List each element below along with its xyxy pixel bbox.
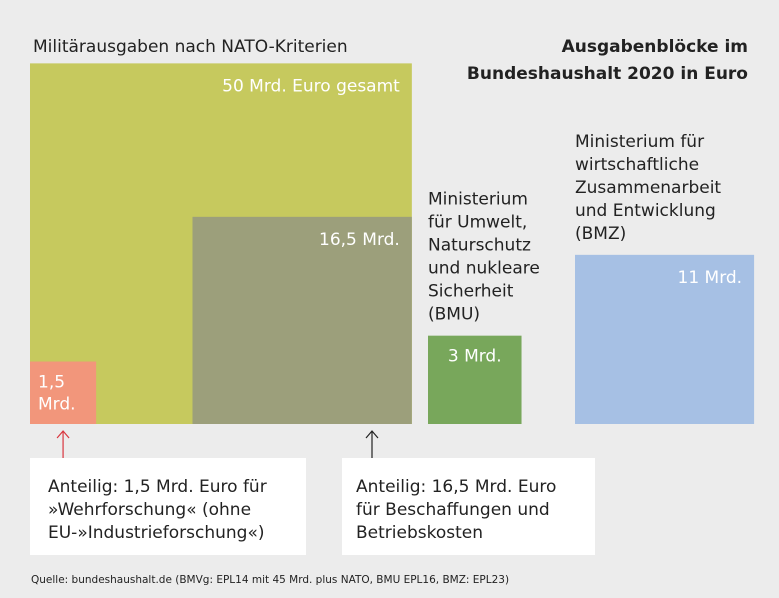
value-label: 3 Mrd. (448, 347, 502, 367)
block (30, 361, 97, 424)
ministry-label: Ministerium (428, 190, 528, 210)
subtitle: Militärausgaben nach NATO-Kriterien (33, 37, 348, 57)
block (428, 335, 522, 424)
value-label: Mrd. (38, 395, 76, 415)
source: Quelle: bundeshaushalt.de (BMVg: EPL14 m… (31, 574, 509, 586)
annotation: für Beschaffungen und (356, 500, 550, 520)
annotation: EU-»Industrieforschung«) (48, 523, 265, 543)
annotation-box (342, 458, 595, 555)
ministry-label: (BMU) (428, 305, 480, 325)
arrow-head (365, 430, 379, 439)
value-label: 1,5 (38, 373, 65, 393)
arrow-head (56, 430, 70, 439)
ministry-label: wirtschaftliche (575, 155, 699, 175)
value-label: 16,5 Mrd. (319, 230, 400, 250)
chart-title: Ausgabenblöcke im (562, 37, 748, 57)
block (575, 254, 755, 424)
ministry-label: Sicherheit (428, 282, 514, 302)
chart-title: Bundeshaushalt 2020 in Euro (467, 64, 748, 84)
annotation: Betriebskosten (356, 523, 483, 543)
ministry-label: und nukleare (428, 259, 540, 279)
annotation: Anteilig: 1,5 Mrd. Euro für (48, 477, 267, 497)
ministry-label: Naturschutz (428, 236, 531, 256)
value-label: 50 Mrd. Euro gesamt (222, 76, 400, 96)
annotation: Anteilig: 16,5 Mrd. Euro (356, 477, 556, 497)
value-label: 11 Mrd. (678, 268, 743, 288)
ministry-label: Zusammenarbeit (575, 178, 721, 198)
ministry-label: (BMZ) (575, 224, 626, 244)
block (192, 216, 412, 424)
ministry-label: und Entwicklung (575, 201, 716, 221)
ministry-label: Ministerium für (575, 132, 704, 152)
ministry-label: für Umwelt, (428, 213, 527, 233)
annotation: »Wehrforschung« (ohne (48, 500, 251, 520)
annotation-box (30, 458, 306, 555)
